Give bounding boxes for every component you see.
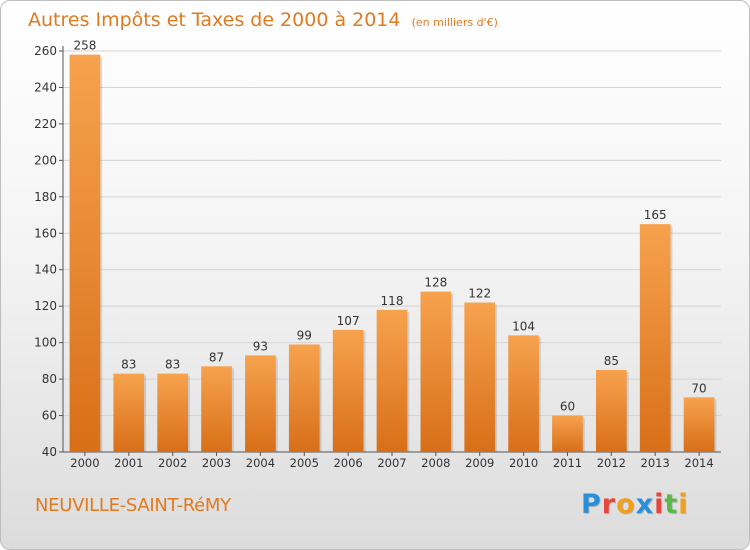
y-tick-label: 240 — [34, 80, 57, 94]
logo-letter: r — [601, 489, 617, 520]
data-label: 87 — [209, 350, 224, 364]
bar — [69, 54, 101, 453]
bar — [288, 344, 320, 452]
y-tick-label: 80 — [42, 372, 57, 386]
data-label: 122 — [468, 287, 491, 301]
data-label: 99 — [297, 328, 312, 342]
logo-letter: o — [616, 489, 636, 520]
x-tick-label: 2005 — [290, 456, 319, 470]
logo-letter: x — [635, 489, 655, 520]
bar — [376, 309, 408, 452]
x-tick-label: 2006 — [333, 456, 362, 470]
x-tick-label: 2004 — [246, 456, 275, 470]
data-label: 118 — [381, 294, 404, 308]
data-label: 83 — [165, 358, 180, 372]
y-tick-label: 200 — [34, 153, 57, 167]
data-label: 128 — [424, 276, 447, 290]
bar — [595, 369, 627, 452]
x-tick-label: 2007 — [377, 456, 406, 470]
bar — [420, 291, 452, 452]
data-label: 85 — [604, 354, 619, 368]
x-tick-label: 2008 — [421, 456, 450, 470]
data-label: 107 — [337, 314, 360, 328]
bar — [464, 302, 496, 452]
data-label: 165 — [644, 208, 667, 222]
data-label: 93 — [253, 339, 268, 353]
data-labels: 258 83 83 87 93 99 107 118 128 122 104 60 85 165 70 — [73, 39, 706, 414]
x-tick-label: 2013 — [641, 456, 670, 470]
logo-letter: i — [654, 489, 665, 520]
chart-title: Autres Impôts et Taxes de 2000 à 2014 — [28, 9, 401, 31]
bar — [639, 224, 671, 452]
y-tick-label: 260 — [34, 44, 57, 58]
bar — [508, 335, 539, 452]
bar — [201, 366, 232, 452]
proxiti-logo[interactable]: Proxiti — [581, 489, 689, 520]
bar — [332, 329, 364, 452]
x-tick-label: 2012 — [597, 456, 626, 470]
data-label: 60 — [560, 400, 575, 414]
bar — [245, 355, 276, 452]
x-tick-label: 2003 — [202, 456, 231, 470]
axes: 40 60 80 100 120 140 160 180 200 220 240 260 2000 200… — [34, 44, 721, 470]
y-tick-label: 120 — [34, 299, 57, 313]
x-tick-label: 2011 — [553, 456, 582, 470]
y-tick-label: 140 — [34, 263, 57, 277]
bar — [683, 397, 715, 452]
logo-letter: P — [581, 489, 602, 520]
x-tick-label: 2002 — [158, 456, 187, 470]
bars — [69, 54, 717, 453]
x-tick-label: 2014 — [684, 456, 713, 470]
logo-letter: t — [664, 489, 679, 520]
logo-letter: i — [678, 489, 689, 520]
y-tick-label: 60 — [42, 409, 57, 423]
y-tick-label: 100 — [34, 336, 57, 350]
chart-title-row: Autres Impôts et Taxes de 2000 à 2014 (e… — [28, 9, 498, 31]
chart-unit-note: (en milliers d'€) — [411, 16, 498, 29]
data-label: 70 — [691, 381, 706, 395]
y-tick-label: 160 — [34, 226, 57, 240]
bar — [157, 373, 189, 452]
bar — [552, 415, 583, 452]
y-tick-label: 220 — [34, 117, 57, 131]
bar — [113, 373, 145, 452]
x-tick-label: 2000 — [70, 456, 99, 470]
x-tick-label: 2001 — [114, 456, 143, 470]
data-label: 83 — [121, 358, 136, 372]
y-tick-label: 180 — [34, 190, 57, 204]
y-tick-label: 40 — [42, 445, 57, 459]
commune-name: NEUVILLE-SAINT-RéMY — [35, 495, 231, 516]
data-label: 104 — [512, 319, 535, 333]
data-label: 258 — [73, 39, 96, 53]
x-tick-label: 2010 — [509, 456, 538, 470]
x-tick-label: 2009 — [465, 456, 494, 470]
